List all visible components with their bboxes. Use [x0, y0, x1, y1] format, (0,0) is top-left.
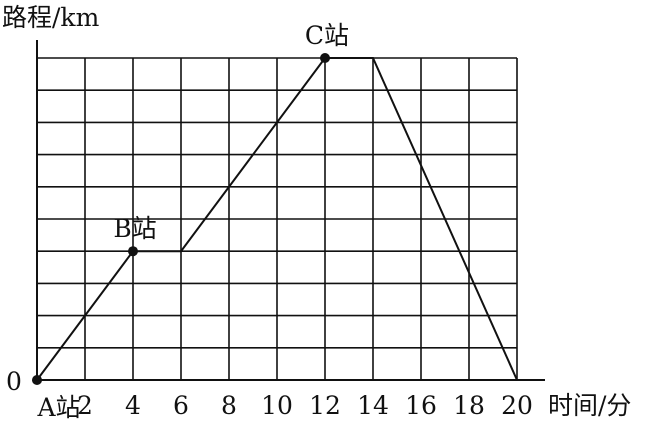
series-line	[36, 57, 518, 381]
station-label: A站	[36, 393, 80, 422]
station-label: C站	[305, 21, 349, 50]
axes	[36, 40, 545, 381]
x-tick-label: 10	[261, 391, 293, 420]
x-tick-label: 8	[221, 391, 237, 420]
station-point	[320, 53, 330, 63]
series	[32, 53, 518, 385]
x-tick-label: 18	[453, 391, 485, 420]
labels: 路程/km 时间/分 0 2 4 6 8 10 12 14 16 18 20 A站 B站 C站	[2, 3, 631, 422]
station-label: B站	[113, 214, 156, 243]
x-tick-label: 4	[125, 391, 141, 420]
x-axis-label: 时间/分	[548, 391, 631, 420]
origin-label: 0	[6, 367, 22, 396]
y-axis-label: 路程/km	[2, 3, 100, 32]
x-tick-label: 16	[405, 391, 437, 420]
x-tick-label: 6	[173, 391, 189, 420]
x-tick-label: 2	[77, 391, 93, 420]
x-tick-label: 14	[357, 391, 389, 420]
station-point	[32, 375, 42, 385]
x-tick-label: 20	[501, 391, 533, 420]
x-tick-label: 12	[309, 391, 341, 420]
station-point	[128, 246, 138, 257]
